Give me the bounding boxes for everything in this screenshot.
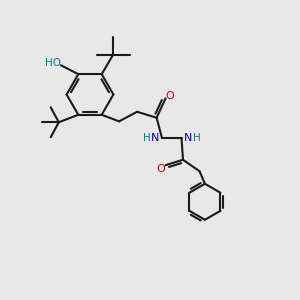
Text: N: N xyxy=(151,133,160,143)
Text: H: H xyxy=(142,133,150,143)
Text: N: N xyxy=(184,133,192,143)
Text: O: O xyxy=(165,92,174,101)
Text: O: O xyxy=(156,164,165,174)
Text: H: H xyxy=(193,133,201,143)
Text: HO: HO xyxy=(45,58,61,68)
